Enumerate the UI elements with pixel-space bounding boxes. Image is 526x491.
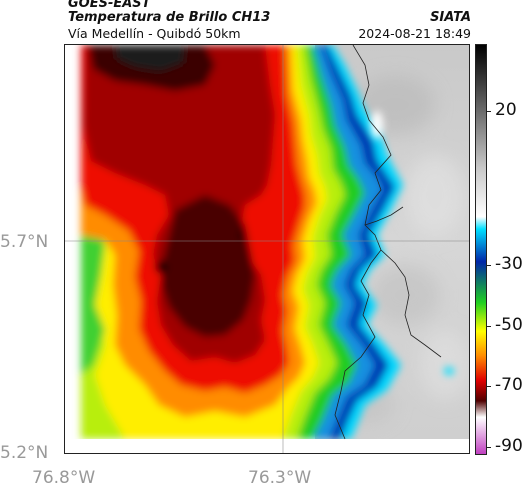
colorbar-label-minus70: -70 — [495, 375, 523, 395]
colorbar-label-minus30: -30 — [495, 254, 523, 274]
colorbar-tick — [487, 447, 491, 448]
colorbar-label-minus90: -90 — [495, 436, 523, 456]
brightness-temperature-map[interactable] — [64, 44, 470, 454]
colorbar-label-minus50: -50 — [495, 315, 523, 335]
graticule — [65, 45, 469, 453]
temperature-colorbar — [475, 44, 487, 455]
colorbar-tick — [487, 111, 491, 112]
lon-label-76-3: 76.3°W — [248, 468, 312, 488]
boundary-lines — [334, 45, 442, 440]
product-title: Temperatura de Brillo CH13 — [68, 10, 271, 25]
colorbar-tick — [487, 265, 491, 266]
source-label: SIATA — [430, 10, 471, 25]
lat-label-5-2: 5.2°N — [0, 443, 49, 463]
region-label: Vía Medellín - Quibdó 50km — [68, 26, 241, 41]
map-canvas — [65, 45, 469, 453]
colorbar-tick — [487, 326, 491, 327]
colorbar-tick — [487, 386, 491, 387]
satellite-title: GOES-EAST — [68, 0, 151, 11]
colorbar-label-20: 20 — [495, 100, 517, 120]
lat-label-5-7: 5.7°N — [0, 232, 49, 252]
cloud-field — [65, 45, 469, 453]
lon-label-76-8: 76.8°W — [32, 468, 96, 488]
datetime-label: 2024-08-21 18:49 — [358, 26, 471, 41]
